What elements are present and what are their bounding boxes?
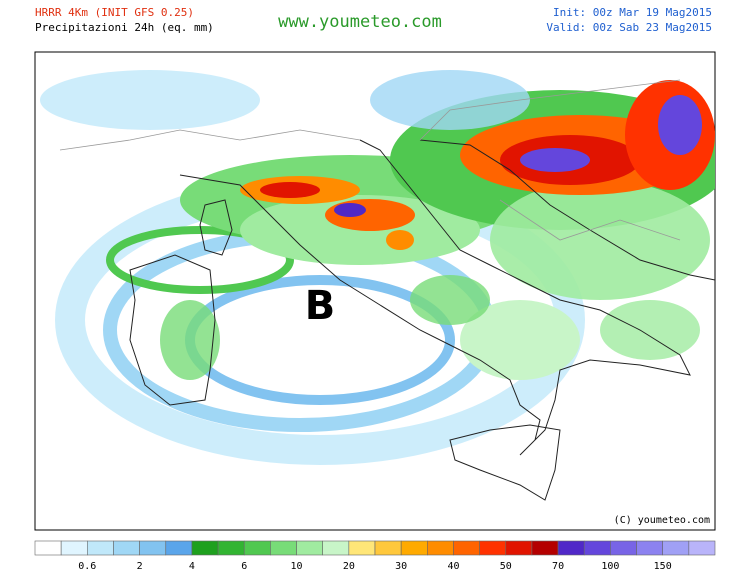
colorbar: 0.6 2 4 6 10 20 30 40 50 70 100 150 [34, 540, 716, 572]
color-swatch [322, 540, 350, 556]
color-swatch [610, 540, 637, 556]
colorbar-label: 0.6 [78, 561, 96, 572]
color-swatch [636, 540, 663, 556]
color-swatch [243, 540, 271, 556]
subtitle: Precipitazioni 24h (eq. mm) [35, 21, 214, 34]
color-swatch [505, 540, 533, 556]
color-swatch [479, 540, 507, 556]
colorbar-label: 100 [601, 561, 619, 572]
colorbar-label: 70 [552, 561, 564, 572]
map: B (C) youmeteo.com [34, 51, 716, 531]
init-time: Init: 00z Mar 19 Mag2015 [553, 6, 712, 19]
model-title: HRRR 4Km (INIT GFS 0.25) [35, 6, 194, 19]
colorbar-label: 6 [241, 561, 247, 572]
color-swatch [400, 540, 428, 556]
colorbar-label: 40 [447, 561, 459, 572]
colorbar-label: 20 [343, 561, 355, 572]
color-swatch [139, 540, 167, 556]
colorbar-label: 50 [500, 561, 512, 572]
color-swatch [453, 540, 480, 556]
colorbar-label: 150 [654, 561, 672, 572]
color-swatch [662, 540, 690, 556]
color-swatch [296, 540, 323, 556]
copyright: (C) youmeteo.com [614, 515, 710, 526]
colorbar-label: 30 [395, 561, 407, 572]
color-swatch [191, 540, 219, 556]
site: www.youmeteo.com [278, 12, 442, 32]
colorbar-label: 10 [291, 561, 303, 572]
color-swatch [165, 540, 193, 556]
color-swatch [688, 540, 716, 556]
color-swatch [270, 540, 297, 556]
precip-field [40, 70, 715, 465]
color-swatch [531, 540, 559, 556]
color-swatch [348, 540, 376, 556]
color-swatch [374, 540, 402, 556]
color-swatch [60, 540, 88, 556]
colorbar-label: 2 [137, 561, 143, 572]
valid-time: Valid: 00z Sab 23 Mag2015 [546, 21, 712, 34]
coastlines [59, 79, 716, 501]
color-swatch [557, 540, 585, 556]
colorbar-label: 4 [189, 561, 195, 572]
color-swatch [87, 540, 114, 556]
color-swatch [427, 540, 454, 556]
color-swatch [583, 540, 611, 556]
color-swatch [34, 540, 62, 556]
color-swatch [217, 540, 245, 556]
pressure-label: B [305, 283, 336, 329]
color-swatch [113, 540, 140, 556]
